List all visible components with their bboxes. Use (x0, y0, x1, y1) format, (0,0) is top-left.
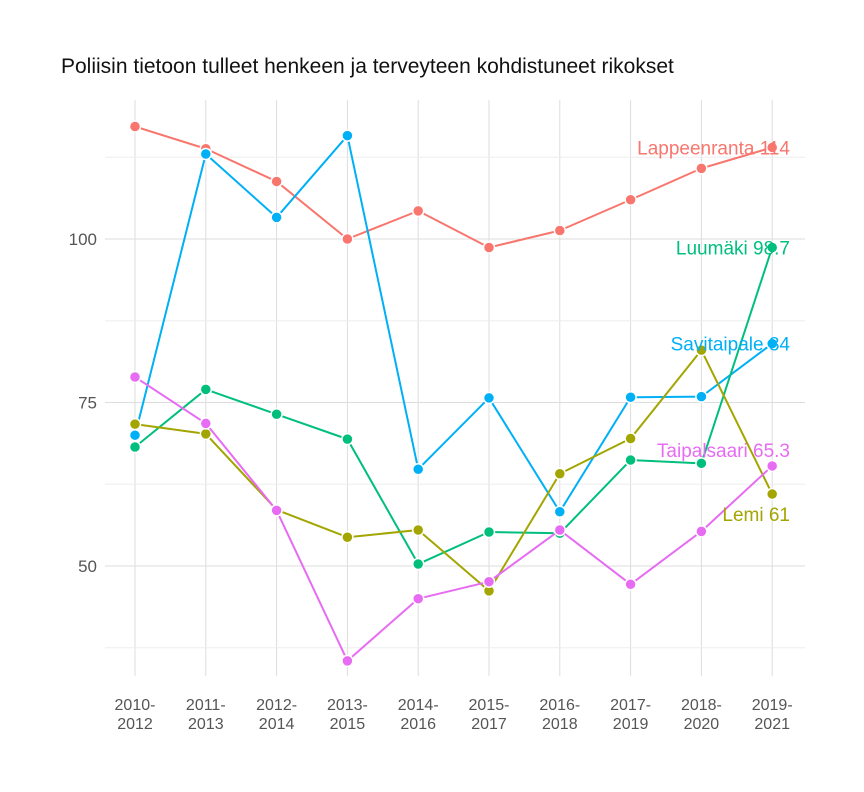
x-axis: 2010-2012 2011-2013 2012-2014 2013-2015 2014… (115, 697, 793, 733)
data-point-savitaipale (553, 505, 567, 518)
data-point-lemi (765, 487, 779, 501)
end-label-taipalsaari: Taipalsaari 65.3 (657, 441, 790, 462)
data-point-luumaki (482, 525, 496, 539)
x-tick-label: 2017-2019 (610, 697, 651, 733)
data-point-savitaipale (270, 211, 283, 224)
data-point-lappeenranta (553, 224, 567, 237)
data-point-lemi (695, 343, 708, 357)
data-point-taipalsaari (765, 459, 779, 473)
data-point-savitaipale (624, 391, 637, 404)
data-point-savitaipale (411, 462, 425, 476)
y-axis: 50 75 100 (69, 230, 97, 576)
data-point-lemi (128, 417, 142, 431)
data-point-luumaki (765, 241, 779, 254)
x-tick-label: 2011-2013 (186, 697, 226, 733)
data-point-savitaipale (199, 147, 213, 161)
data-point-taipalsaari (128, 370, 142, 384)
series-line-taipalsaari (134, 376, 773, 662)
series-line-lappeenranta (134, 125, 773, 249)
series-taipalsaari (128, 370, 779, 668)
data-point-taipalsaari (695, 525, 708, 538)
y-tick-label: 50 (78, 557, 97, 576)
data-point-lappeenranta (270, 175, 283, 188)
data-point-luumaki (341, 432, 354, 446)
x-tick-label: 2019-2021 (752, 697, 793, 733)
series-line-luumaki (134, 247, 774, 566)
series-luumaki (128, 241, 779, 571)
y-tick-label: 100 (69, 230, 97, 249)
data-point-lappeenranta (765, 141, 779, 154)
data-point-lemi (411, 523, 425, 537)
data-point-luumaki (199, 383, 213, 396)
data-point-lappeenranta (128, 120, 142, 133)
x-tick-label: 2018-2020 (681, 697, 722, 733)
data-point-savitaipale (341, 129, 354, 142)
x-tick-label: 2012-2014 (256, 697, 297, 733)
data-point-lemi (341, 530, 354, 544)
data-point-lemi (624, 432, 637, 445)
end-label-savitaipale: Savitaipale 84 (671, 335, 791, 356)
data-point-taipalsaari (482, 575, 496, 588)
series-line-savitaipale (134, 134, 773, 513)
data-point-savitaipale (765, 337, 779, 350)
end-label-luumaki: Luumäki 98.7 (676, 239, 790, 260)
x-tick-label: 2015-2017 (469, 697, 510, 733)
x-tick-label: 2010-2012 (115, 697, 156, 733)
data-point-taipalsaari (411, 592, 425, 605)
data-point-taipalsaari (270, 504, 283, 517)
data-point-taipalsaari (624, 578, 637, 591)
grid (105, 100, 805, 676)
data-point-savitaipale (695, 390, 708, 403)
data-point-taipalsaari (341, 654, 354, 668)
end-label-lappeenranta: Lappeenranta 114 (637, 138, 790, 159)
x-tick-label: 2013-2015 (327, 697, 368, 733)
x-tick-label: 2016-2018 (539, 697, 580, 733)
end-labels: Lappeenranta 114 Savitaipale 84 Luumäki 98… (637, 138, 790, 526)
data-point-lappeenranta (624, 193, 637, 207)
data-point-lappeenranta (411, 204, 425, 218)
data-point-savitaipale (482, 391, 496, 405)
data-point-taipalsaari (199, 417, 213, 430)
data-point-luumaki (411, 557, 425, 571)
y-tick-label: 75 (78, 394, 97, 413)
series-lemi (128, 343, 779, 598)
data-point-taipalsaari (553, 523, 567, 537)
data-point-lappeenranta (695, 162, 708, 175)
series-line-lemi (134, 349, 774, 592)
end-label-lemi: Lemi 61 (722, 505, 790, 526)
data-point-luumaki (128, 440, 142, 454)
series-savitaipale (128, 129, 779, 518)
data-point-savitaipale (128, 428, 142, 442)
x-tick-label: 2014-2016 (398, 697, 439, 733)
data-point-lemi (553, 467, 567, 481)
data-point-luumaki (624, 453, 637, 467)
data-point-luumaki (270, 408, 283, 421)
data-point-luumaki (695, 457, 708, 470)
data-point-lemi (199, 427, 213, 441)
data-point-lappeenranta (341, 232, 354, 246)
data-point-lappeenranta (482, 241, 496, 254)
series-group (128, 120, 779, 668)
chart-title: Poliisin tietoon tulleet henkeen ja terv… (61, 55, 674, 78)
